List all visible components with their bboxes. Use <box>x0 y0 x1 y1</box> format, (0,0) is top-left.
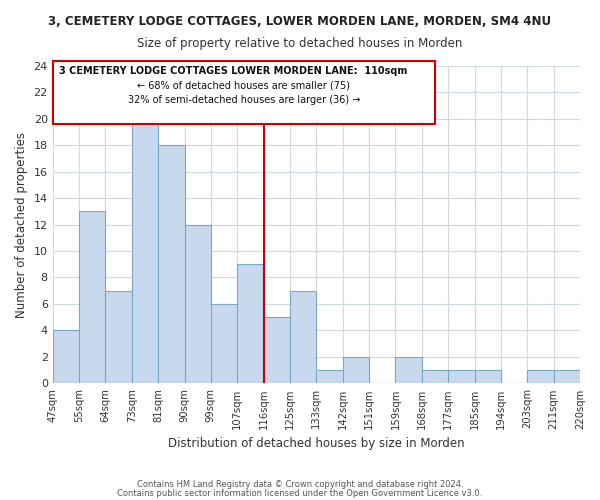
Bar <box>263 317 290 384</box>
Bar <box>211 304 237 384</box>
Bar <box>395 357 422 384</box>
Bar <box>448 370 475 384</box>
Text: 3 CEMETERY LODGE COTTAGES LOWER MORDEN LANE:  110sqm: 3 CEMETERY LODGE COTTAGES LOWER MORDEN L… <box>59 66 407 76</box>
Bar <box>132 118 158 384</box>
Text: 3, CEMETERY LODGE COTTAGES, LOWER MORDEN LANE, MORDEN, SM4 4NU: 3, CEMETERY LODGE COTTAGES, LOWER MORDEN… <box>49 15 551 28</box>
Bar <box>422 370 448 384</box>
Text: Contains public sector information licensed under the Open Government Licence v3: Contains public sector information licen… <box>118 488 482 498</box>
Bar <box>343 357 369 384</box>
FancyBboxPatch shape <box>53 61 435 124</box>
Text: Contains HM Land Registry data © Crown copyright and database right 2024.: Contains HM Land Registry data © Crown c… <box>137 480 463 489</box>
Text: ← 68% of detached houses are smaller (75): ← 68% of detached houses are smaller (75… <box>137 81 350 91</box>
Bar <box>106 290 132 384</box>
Text: 32% of semi-detached houses are larger (36) →: 32% of semi-detached houses are larger (… <box>128 96 360 106</box>
X-axis label: Distribution of detached houses by size in Morden: Distribution of detached houses by size … <box>168 437 464 450</box>
Bar <box>53 330 79 384</box>
Y-axis label: Number of detached properties: Number of detached properties <box>15 132 28 318</box>
Bar <box>158 145 185 384</box>
Bar <box>290 290 316 384</box>
Bar <box>79 212 106 384</box>
Bar <box>527 370 554 384</box>
Bar <box>554 370 580 384</box>
Bar <box>237 264 263 384</box>
Text: Size of property relative to detached houses in Morden: Size of property relative to detached ho… <box>137 38 463 51</box>
Bar <box>185 224 211 384</box>
Bar <box>475 370 501 384</box>
Bar <box>316 370 343 384</box>
